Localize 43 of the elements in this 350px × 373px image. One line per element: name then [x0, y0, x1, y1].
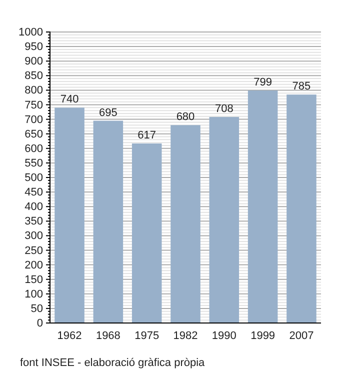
text: font INSEE - elaboració gràfica pròpia [20, 357, 206, 369]
data-label: 695 [99, 106, 118, 119]
y-tick-label: 300 [24, 230, 43, 242]
bar [93, 120, 124, 323]
bar [132, 143, 162, 323]
x-tick-label: 1982 [173, 330, 198, 342]
x-tick-label: 1999 [250, 330, 276, 342]
data-label: 708 [214, 102, 234, 115]
y-tick-label: 850 [24, 70, 43, 82]
y-tick-label: 0 [36, 318, 43, 330]
y-tick-label: 400 [24, 201, 43, 214]
data-label: 680 [176, 111, 195, 124]
x-tick-label: 1962 [57, 330, 82, 342]
y-tick-label: 50 [30, 302, 43, 315]
y-tick-label: 200 [24, 259, 43, 272]
bar [286, 94, 316, 323]
y-tick-label: 750 [24, 99, 43, 112]
y-tick-label: 450 [24, 186, 43, 199]
y-tick-label: 1000 [18, 26, 43, 39]
x-tick-label: 1968 [96, 330, 120, 342]
bar [54, 108, 84, 323]
y-tick-label: 700 [24, 114, 43, 126]
y-tick-label: 500 [24, 172, 43, 184]
x-tick-label: 1990 [212, 330, 236, 342]
data-label: 617 [138, 129, 156, 142]
bar [170, 125, 200, 323]
y-tick-label: 100 [24, 288, 43, 300]
x-tick-label: 2007 [289, 330, 314, 342]
bar [248, 90, 278, 323]
y-tick-label: 350 [24, 216, 43, 228]
y-tick-label: 150 [24, 274, 43, 286]
x-tick-label: 1975 [134, 330, 160, 342]
y-tick-label: 950 [24, 41, 43, 54]
data-label: 740 [60, 94, 79, 106]
y-tick-label: 550 [24, 157, 43, 170]
bar [209, 116, 240, 323]
data-label: 785 [292, 80, 311, 93]
y-tick-label: 800 [24, 84, 43, 97]
y-tick-label: 250 [24, 244, 43, 257]
y-tick-label: 650 [24, 128, 43, 140]
y-tick-label: 600 [24, 142, 43, 155]
data-label: 799 [254, 76, 272, 88]
y-tick-label: 900 [24, 56, 43, 68]
